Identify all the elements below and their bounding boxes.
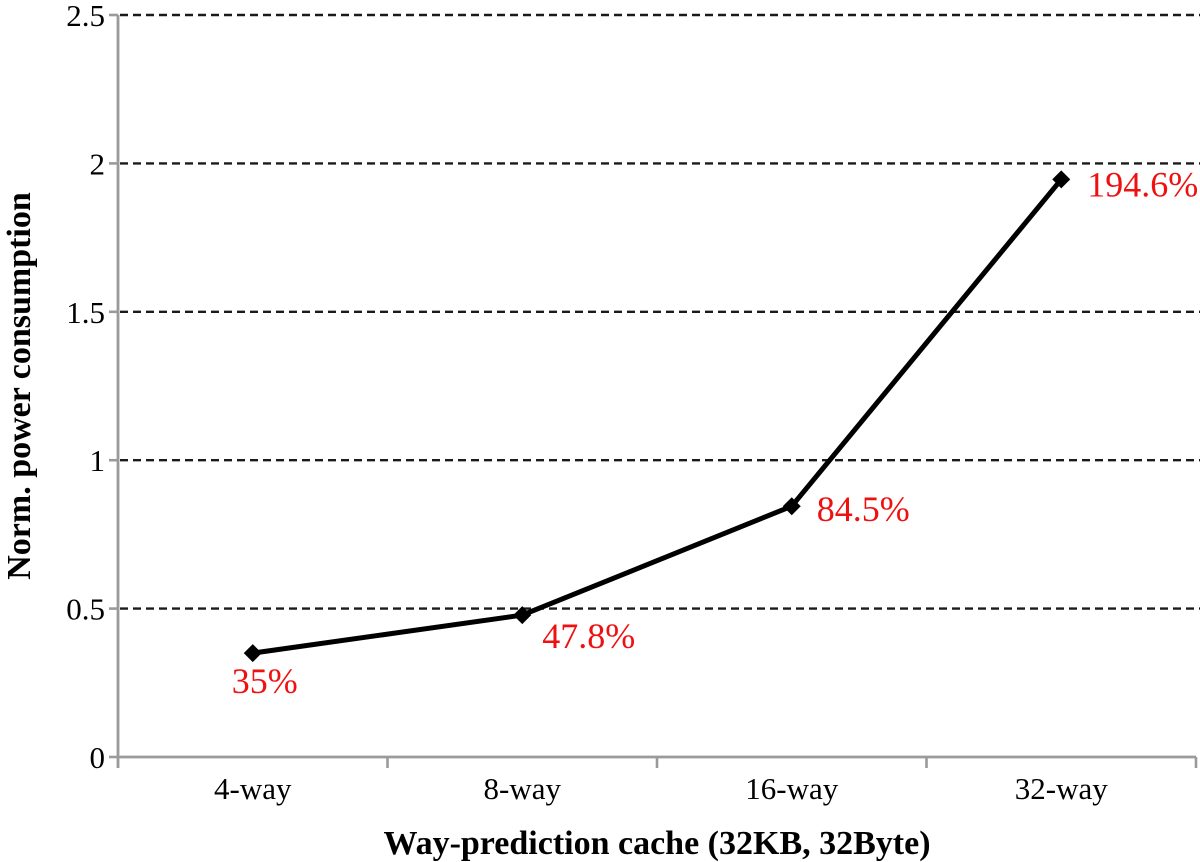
- tick-labels: 0 0.5 1 1.5 2 2.5 4-way 8-way 16-way 32-way: [66, 0, 1108, 806]
- gridlines: [120, 13, 1200, 610]
- x-category-label: 16-way: [745, 771, 838, 806]
- y-tick-label: 0: [90, 740, 106, 775]
- data-series: [243, 170, 1071, 663]
- y-tick-label: 2.5: [66, 0, 105, 33]
- axes: [109, 13, 1198, 768]
- data-point-marker: [243, 644, 262, 663]
- x-category-label: 32-way: [1015, 771, 1108, 806]
- data-point-label: 47.8%: [542, 616, 635, 656]
- y-tick-label: 0.5: [66, 592, 105, 627]
- y-tick-label: 2: [90, 146, 106, 181]
- x-category-label: 4-way: [214, 771, 292, 806]
- y-axis-title: Norm. power consumption: [1, 192, 38, 580]
- series-line: [252, 177, 1064, 656]
- data-point-label: 84.5%: [817, 489, 910, 529]
- x-category-label: 8-way: [484, 771, 562, 806]
- data-point-marker: [782, 497, 801, 516]
- data-point-label: 35%: [232, 661, 298, 701]
- x-axis-title: Way-prediction cache (32KB, 32Byte): [383, 825, 930, 862]
- data-point-label: 194.6%: [1087, 164, 1198, 204]
- data-labels: 35% 47.8% 84.5% 194.6%: [232, 164, 1199, 701]
- data-point-marker: [1052, 170, 1071, 189]
- y-tick-label: 1.5: [66, 295, 105, 330]
- y-tick-label: 1: [90, 443, 106, 478]
- data-point-marker: [513, 606, 532, 625]
